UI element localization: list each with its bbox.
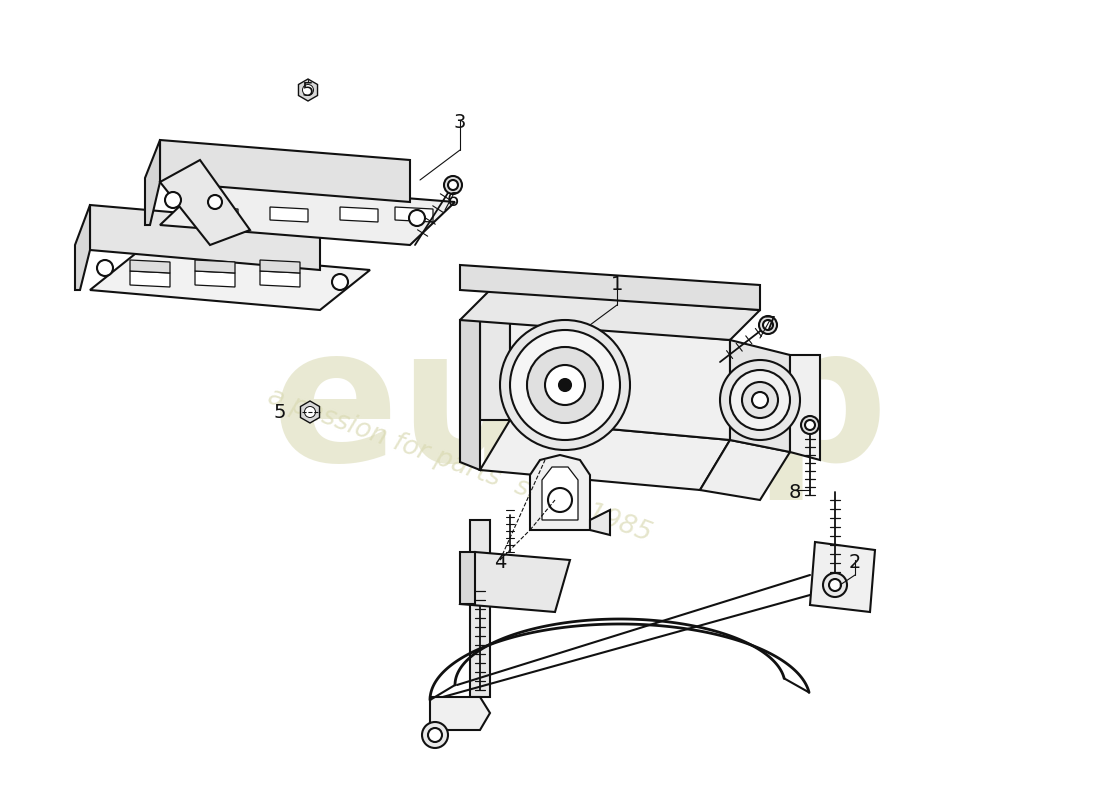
Polygon shape bbox=[470, 520, 490, 697]
Polygon shape bbox=[530, 455, 590, 530]
Polygon shape bbox=[730, 340, 790, 452]
Polygon shape bbox=[160, 182, 455, 245]
Circle shape bbox=[829, 579, 842, 591]
Circle shape bbox=[544, 365, 585, 405]
Text: 5: 5 bbox=[274, 402, 286, 422]
Circle shape bbox=[801, 416, 820, 434]
Polygon shape bbox=[510, 320, 730, 440]
Polygon shape bbox=[395, 207, 433, 222]
Polygon shape bbox=[298, 79, 318, 101]
Text: europ: europ bbox=[272, 319, 888, 501]
Polygon shape bbox=[300, 401, 319, 423]
Polygon shape bbox=[130, 260, 170, 273]
Circle shape bbox=[332, 274, 348, 290]
Polygon shape bbox=[160, 140, 410, 202]
Circle shape bbox=[422, 722, 448, 748]
Polygon shape bbox=[590, 510, 610, 535]
Polygon shape bbox=[160, 160, 250, 245]
Circle shape bbox=[97, 260, 113, 276]
Circle shape bbox=[428, 728, 442, 742]
Text: 8: 8 bbox=[789, 483, 801, 502]
Polygon shape bbox=[130, 271, 170, 287]
Polygon shape bbox=[542, 467, 578, 520]
Circle shape bbox=[302, 85, 313, 95]
Circle shape bbox=[548, 488, 572, 512]
Polygon shape bbox=[700, 440, 790, 500]
Circle shape bbox=[527, 347, 603, 423]
Polygon shape bbox=[145, 140, 160, 225]
Text: 1: 1 bbox=[610, 275, 624, 294]
Text: 5: 5 bbox=[301, 81, 315, 99]
Circle shape bbox=[444, 176, 462, 194]
Polygon shape bbox=[480, 320, 510, 420]
Polygon shape bbox=[260, 260, 300, 273]
Polygon shape bbox=[460, 290, 760, 340]
Polygon shape bbox=[460, 265, 760, 310]
Circle shape bbox=[759, 316, 777, 334]
Circle shape bbox=[730, 370, 790, 430]
Polygon shape bbox=[340, 207, 378, 222]
Circle shape bbox=[305, 406, 316, 418]
Circle shape bbox=[559, 379, 571, 391]
Polygon shape bbox=[260, 271, 300, 287]
Circle shape bbox=[752, 392, 768, 408]
Circle shape bbox=[208, 195, 222, 209]
Circle shape bbox=[823, 573, 847, 597]
Text: 2: 2 bbox=[849, 554, 861, 573]
Circle shape bbox=[805, 420, 815, 430]
Polygon shape bbox=[90, 250, 370, 310]
Circle shape bbox=[409, 210, 425, 226]
Text: 6: 6 bbox=[447, 190, 459, 210]
Polygon shape bbox=[195, 260, 235, 273]
Polygon shape bbox=[460, 552, 475, 604]
Circle shape bbox=[720, 360, 800, 440]
Circle shape bbox=[500, 320, 630, 450]
Polygon shape bbox=[270, 207, 308, 222]
Polygon shape bbox=[75, 205, 90, 290]
Polygon shape bbox=[90, 205, 320, 270]
Text: 7: 7 bbox=[763, 315, 777, 334]
Text: a passion for parts  since 1985: a passion for parts since 1985 bbox=[264, 383, 656, 546]
Polygon shape bbox=[790, 355, 820, 460]
Polygon shape bbox=[195, 271, 235, 287]
Polygon shape bbox=[460, 552, 570, 612]
Circle shape bbox=[165, 192, 182, 208]
Polygon shape bbox=[810, 542, 875, 612]
Text: 3: 3 bbox=[454, 114, 466, 133]
Polygon shape bbox=[430, 697, 490, 730]
Circle shape bbox=[510, 330, 620, 440]
Circle shape bbox=[763, 320, 773, 330]
Polygon shape bbox=[460, 320, 480, 470]
Polygon shape bbox=[480, 420, 730, 490]
Text: 4: 4 bbox=[494, 554, 506, 573]
Circle shape bbox=[448, 180, 458, 190]
Circle shape bbox=[742, 382, 778, 418]
Polygon shape bbox=[200, 207, 238, 222]
